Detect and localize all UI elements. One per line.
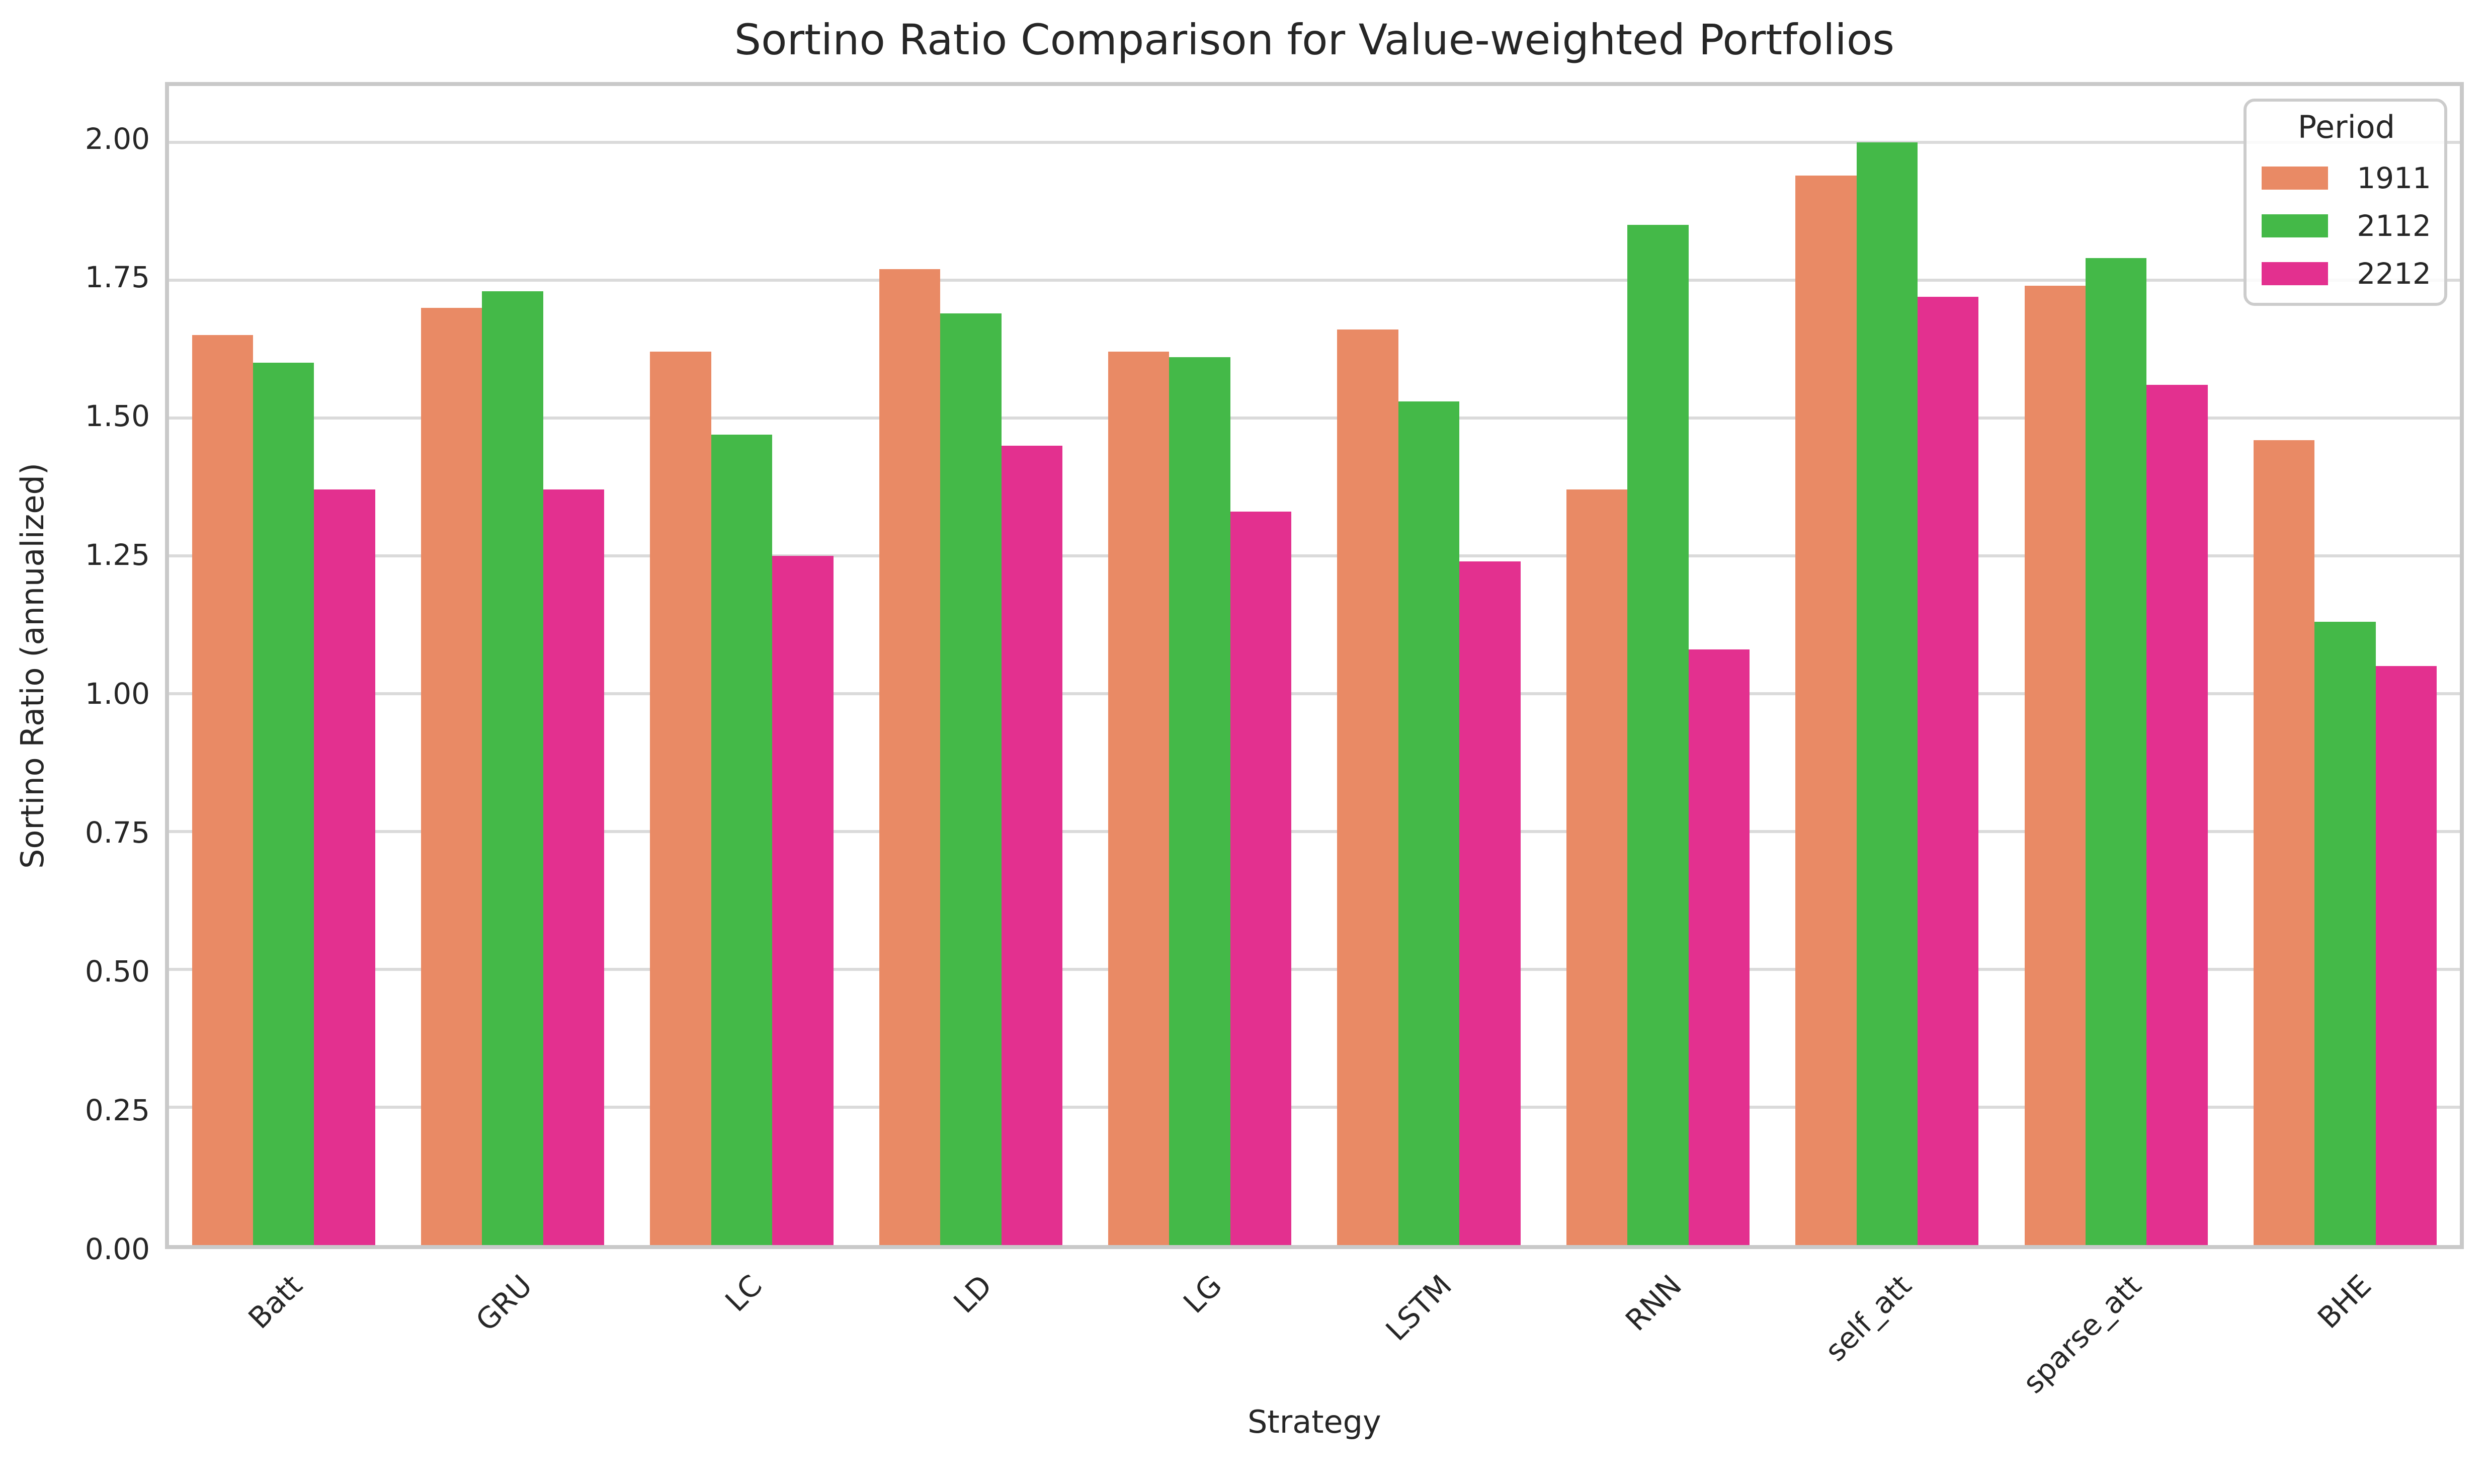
bar-BHE-1911 xyxy=(2253,440,2315,1245)
bar-LC-2112 xyxy=(711,434,773,1245)
gridline-y-1.50 xyxy=(169,416,2460,420)
legend-title: Period xyxy=(2297,108,2395,145)
gridline-y-1.75 xyxy=(169,278,2460,282)
ytick-label-2.00: 2.00 xyxy=(85,121,150,156)
bar-GRU-2112 xyxy=(482,291,543,1245)
bar-sparse_att-2112 xyxy=(2086,258,2147,1245)
xtick-label-BHE: BHE xyxy=(2311,1268,2378,1335)
y-axis-label: Sortino Ratio (annualized) xyxy=(14,462,51,869)
ytick-label-0.00: 0.00 xyxy=(85,1231,150,1266)
bar-self_att-2112 xyxy=(1856,142,1918,1245)
xtick-label-LG: LG xyxy=(1177,1268,1229,1320)
legend-swatch-2112 xyxy=(2261,214,2328,238)
legend-swatch-2212 xyxy=(2261,262,2328,286)
bar-LD-2112 xyxy=(940,313,1002,1245)
xtick-label-LC: LC xyxy=(718,1268,769,1318)
bar-sparse_att-2212 xyxy=(2146,385,2208,1245)
bar-LG-2212 xyxy=(1230,512,1292,1245)
legend-entry-1911: 1911 xyxy=(2261,154,2431,202)
ytick-label-1.75: 1.75 xyxy=(85,260,150,295)
chart-title: Sortino Ratio Comparison for Value-weigh… xyxy=(734,15,1895,64)
x-axis-label: Strategy xyxy=(1248,1404,1381,1440)
gridline-y-0.75 xyxy=(169,830,2460,833)
bar-BHE-2212 xyxy=(2375,666,2437,1245)
bar-Batt-2112 xyxy=(253,363,314,1245)
xtick-label-LSTM: LSTM xyxy=(1379,1268,1459,1348)
legend-entry-2112: 2112 xyxy=(2261,202,2431,250)
bar-Batt-1911 xyxy=(192,335,253,1245)
gridline-y-0.50 xyxy=(169,967,2460,971)
bar-LG-2112 xyxy=(1169,357,1230,1245)
ytick-label-1.00: 1.00 xyxy=(85,677,150,711)
bar-sparse_att-1911 xyxy=(2024,285,2086,1245)
plot-area xyxy=(164,81,2464,1249)
legend-entry-label: 1911 xyxy=(2357,161,2431,196)
bar-self_att-1911 xyxy=(1795,175,1857,1245)
gridline-y-1.00 xyxy=(169,692,2460,695)
ytick-label-0.25: 0.25 xyxy=(85,1093,150,1127)
bar-Batt-2212 xyxy=(314,489,375,1245)
bar-LSTM-2112 xyxy=(1398,401,1460,1245)
bar-LC-2212 xyxy=(772,555,834,1245)
ytick-label-1.25: 1.25 xyxy=(85,538,150,572)
gridline-y-1.25 xyxy=(169,554,2460,557)
ytick-label-0.50: 0.50 xyxy=(85,954,150,989)
bar-RNN-2112 xyxy=(1627,225,1689,1245)
gridline-y-2.00 xyxy=(169,140,2460,144)
bar-RNN-2212 xyxy=(1688,649,1750,1245)
legend: Period 1911 2112 2212 xyxy=(2243,98,2447,306)
bar-RNN-1911 xyxy=(1566,489,1628,1245)
bar-LD-1911 xyxy=(879,269,941,1245)
bar-GRU-1911 xyxy=(421,307,482,1245)
xtick-label-self_att: self_att xyxy=(1818,1268,1919,1368)
bar-GRU-2212 xyxy=(543,489,605,1245)
ytick-label-1.50: 1.50 xyxy=(85,399,150,434)
bar-LSTM-1911 xyxy=(1337,329,1398,1245)
bar-LD-2212 xyxy=(1001,445,1062,1245)
legend-swatch-1911 xyxy=(2261,167,2328,190)
xtick-label-Batt: Batt xyxy=(242,1268,309,1336)
gridline-y-0.25 xyxy=(169,1105,2460,1109)
legend-entry-label: 2112 xyxy=(2357,209,2431,243)
bar-LC-1911 xyxy=(650,352,711,1245)
bar-self_att-2212 xyxy=(1918,296,1979,1245)
xtick-label-sparse_att: sparse_att xyxy=(2016,1268,2148,1400)
xtick-label-RNN: RNN xyxy=(1619,1268,1689,1338)
ytick-label-0.75: 0.75 xyxy=(85,815,150,850)
bar-LG-1911 xyxy=(1108,352,1170,1245)
legend-entry-2212: 2212 xyxy=(2261,250,2431,298)
xtick-label-GRU: GRU xyxy=(469,1268,539,1338)
xtick-label-LD: LD xyxy=(947,1268,999,1320)
bar-LSTM-2212 xyxy=(1459,561,1521,1245)
legend-entry-label: 2212 xyxy=(2357,257,2431,291)
bar-BHE-2112 xyxy=(2314,622,2376,1245)
